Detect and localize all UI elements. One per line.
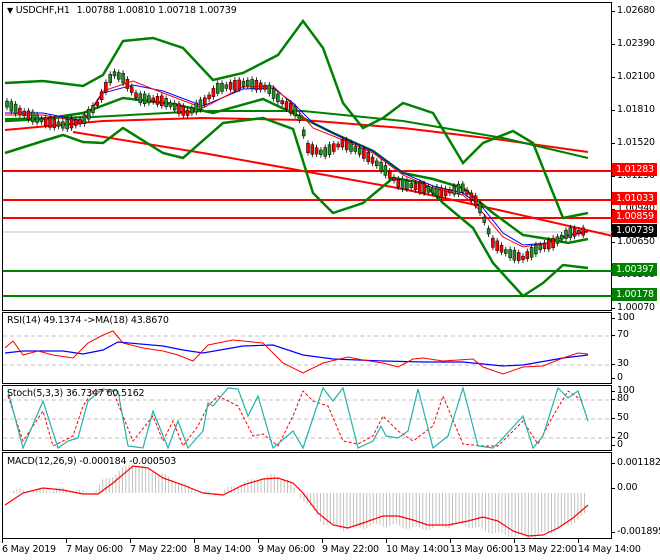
level-label-1: 1.01283: [612, 163, 657, 176]
rsi-canvas: [3, 330, 613, 375]
level-label-3: 1.00859: [612, 210, 657, 223]
macd-tick: 0.00: [612, 482, 638, 493]
stochastic-canvas: [3, 386, 613, 450]
ohlc-values: 1.00788 1.00810 1.00718 1.00739: [76, 5, 237, 16]
rsi-legend: RSI(14) 49.1374 ->MA(18) 43.8670: [7, 315, 169, 326]
time-tick: 6 May 2019: [2, 539, 56, 555]
time-tick: 13 May 06:00: [450, 539, 513, 555]
rsi-tick: 100: [612, 312, 635, 323]
rsi-axis: 100 70 30 0: [612, 312, 660, 384]
price-tick: 1.01520: [612, 137, 655, 148]
price-tick: 1.01810: [612, 104, 655, 115]
macd-axis: 0.001182 0.00 -0.001895: [612, 452, 660, 539]
time-tick: 8 May 14:00: [194, 539, 251, 555]
chart-header: ▼ USDCHF,H1 1.00788 1.00810 1.00718 1.00…: [7, 5, 237, 16]
candlesticks: [5, 68, 585, 264]
level-label-5: 1.00178: [612, 288, 657, 301]
time-tick: 10 May 14:00: [386, 539, 449, 555]
price-tick: 1.00940: [612, 203, 655, 214]
stoch-tick: 20: [612, 431, 629, 442]
stochastic-legend: Stoch(5,3,3) 36.7347 60.5162: [7, 388, 145, 399]
stoch-tick: 100: [612, 385, 635, 396]
price-tick: 1.00650: [612, 236, 655, 247]
price-chart-pane[interactable]: ▼ USDCHF,H1 1.00788 1.00810 1.00718 1.00…: [2, 2, 613, 311]
time-axis[interactable]: 6 May 2019 7 May 06:00 7 May 22:00 8 May…: [0, 539, 660, 560]
stoch-tick: 50: [612, 412, 629, 423]
rsi-tick: 70: [612, 329, 629, 340]
rsi-pane[interactable]: RSI(14) 49.1374 ->MA(18) 43.8670: [2, 312, 613, 384]
level-label-2: 1.01033: [612, 192, 657, 205]
time-tick: 9 May 22:00: [322, 539, 379, 555]
macd-legend: MACD(12,26,9) -0.000184 -0.000503: [7, 456, 177, 467]
rsi-tick: 0: [612, 372, 623, 383]
level-label-4: 1.00397: [612, 263, 657, 276]
macd-tick: 0.001182: [612, 457, 660, 468]
rsi-tick: 30: [612, 358, 629, 369]
time-tick: 14 May 14:00: [578, 539, 641, 555]
macd-canvas: [4, 465, 589, 539]
stochastic-pane[interactable]: Stoch(5,3,3) 36.7347 60.5162: [2, 385, 613, 451]
triangle-down-icon[interactable]: ▼: [7, 6, 13, 15]
stochastic-axis: 100 80 50 20 0: [612, 385, 660, 451]
symbol-timeframe: USDCHF,H1: [15, 5, 70, 16]
stoch-tick: 0: [612, 439, 623, 450]
price-tick: 1.02390: [612, 38, 655, 49]
stoch-tick: 80: [612, 393, 629, 404]
macd-histogram: [6, 465, 585, 539]
time-tick: 13 May 22:00: [514, 539, 577, 555]
current-price-label: 1.00739: [612, 224, 657, 237]
price-tick: 1.02100: [612, 71, 655, 82]
macd-pane[interactable]: MACD(12,26,9) -0.000184 -0.000503: [2, 452, 612, 539]
time-tick: 7 May 06:00: [66, 539, 123, 555]
time-tick: 7 May 22:00: [130, 539, 187, 555]
price-chart-canvas: [3, 18, 613, 298]
price-tick: 1.02680: [612, 5, 655, 16]
time-tick: 9 May 06:00: [258, 539, 315, 555]
price-tick: 1.00070: [612, 302, 655, 313]
macd-tick: -0.001895: [612, 526, 660, 537]
